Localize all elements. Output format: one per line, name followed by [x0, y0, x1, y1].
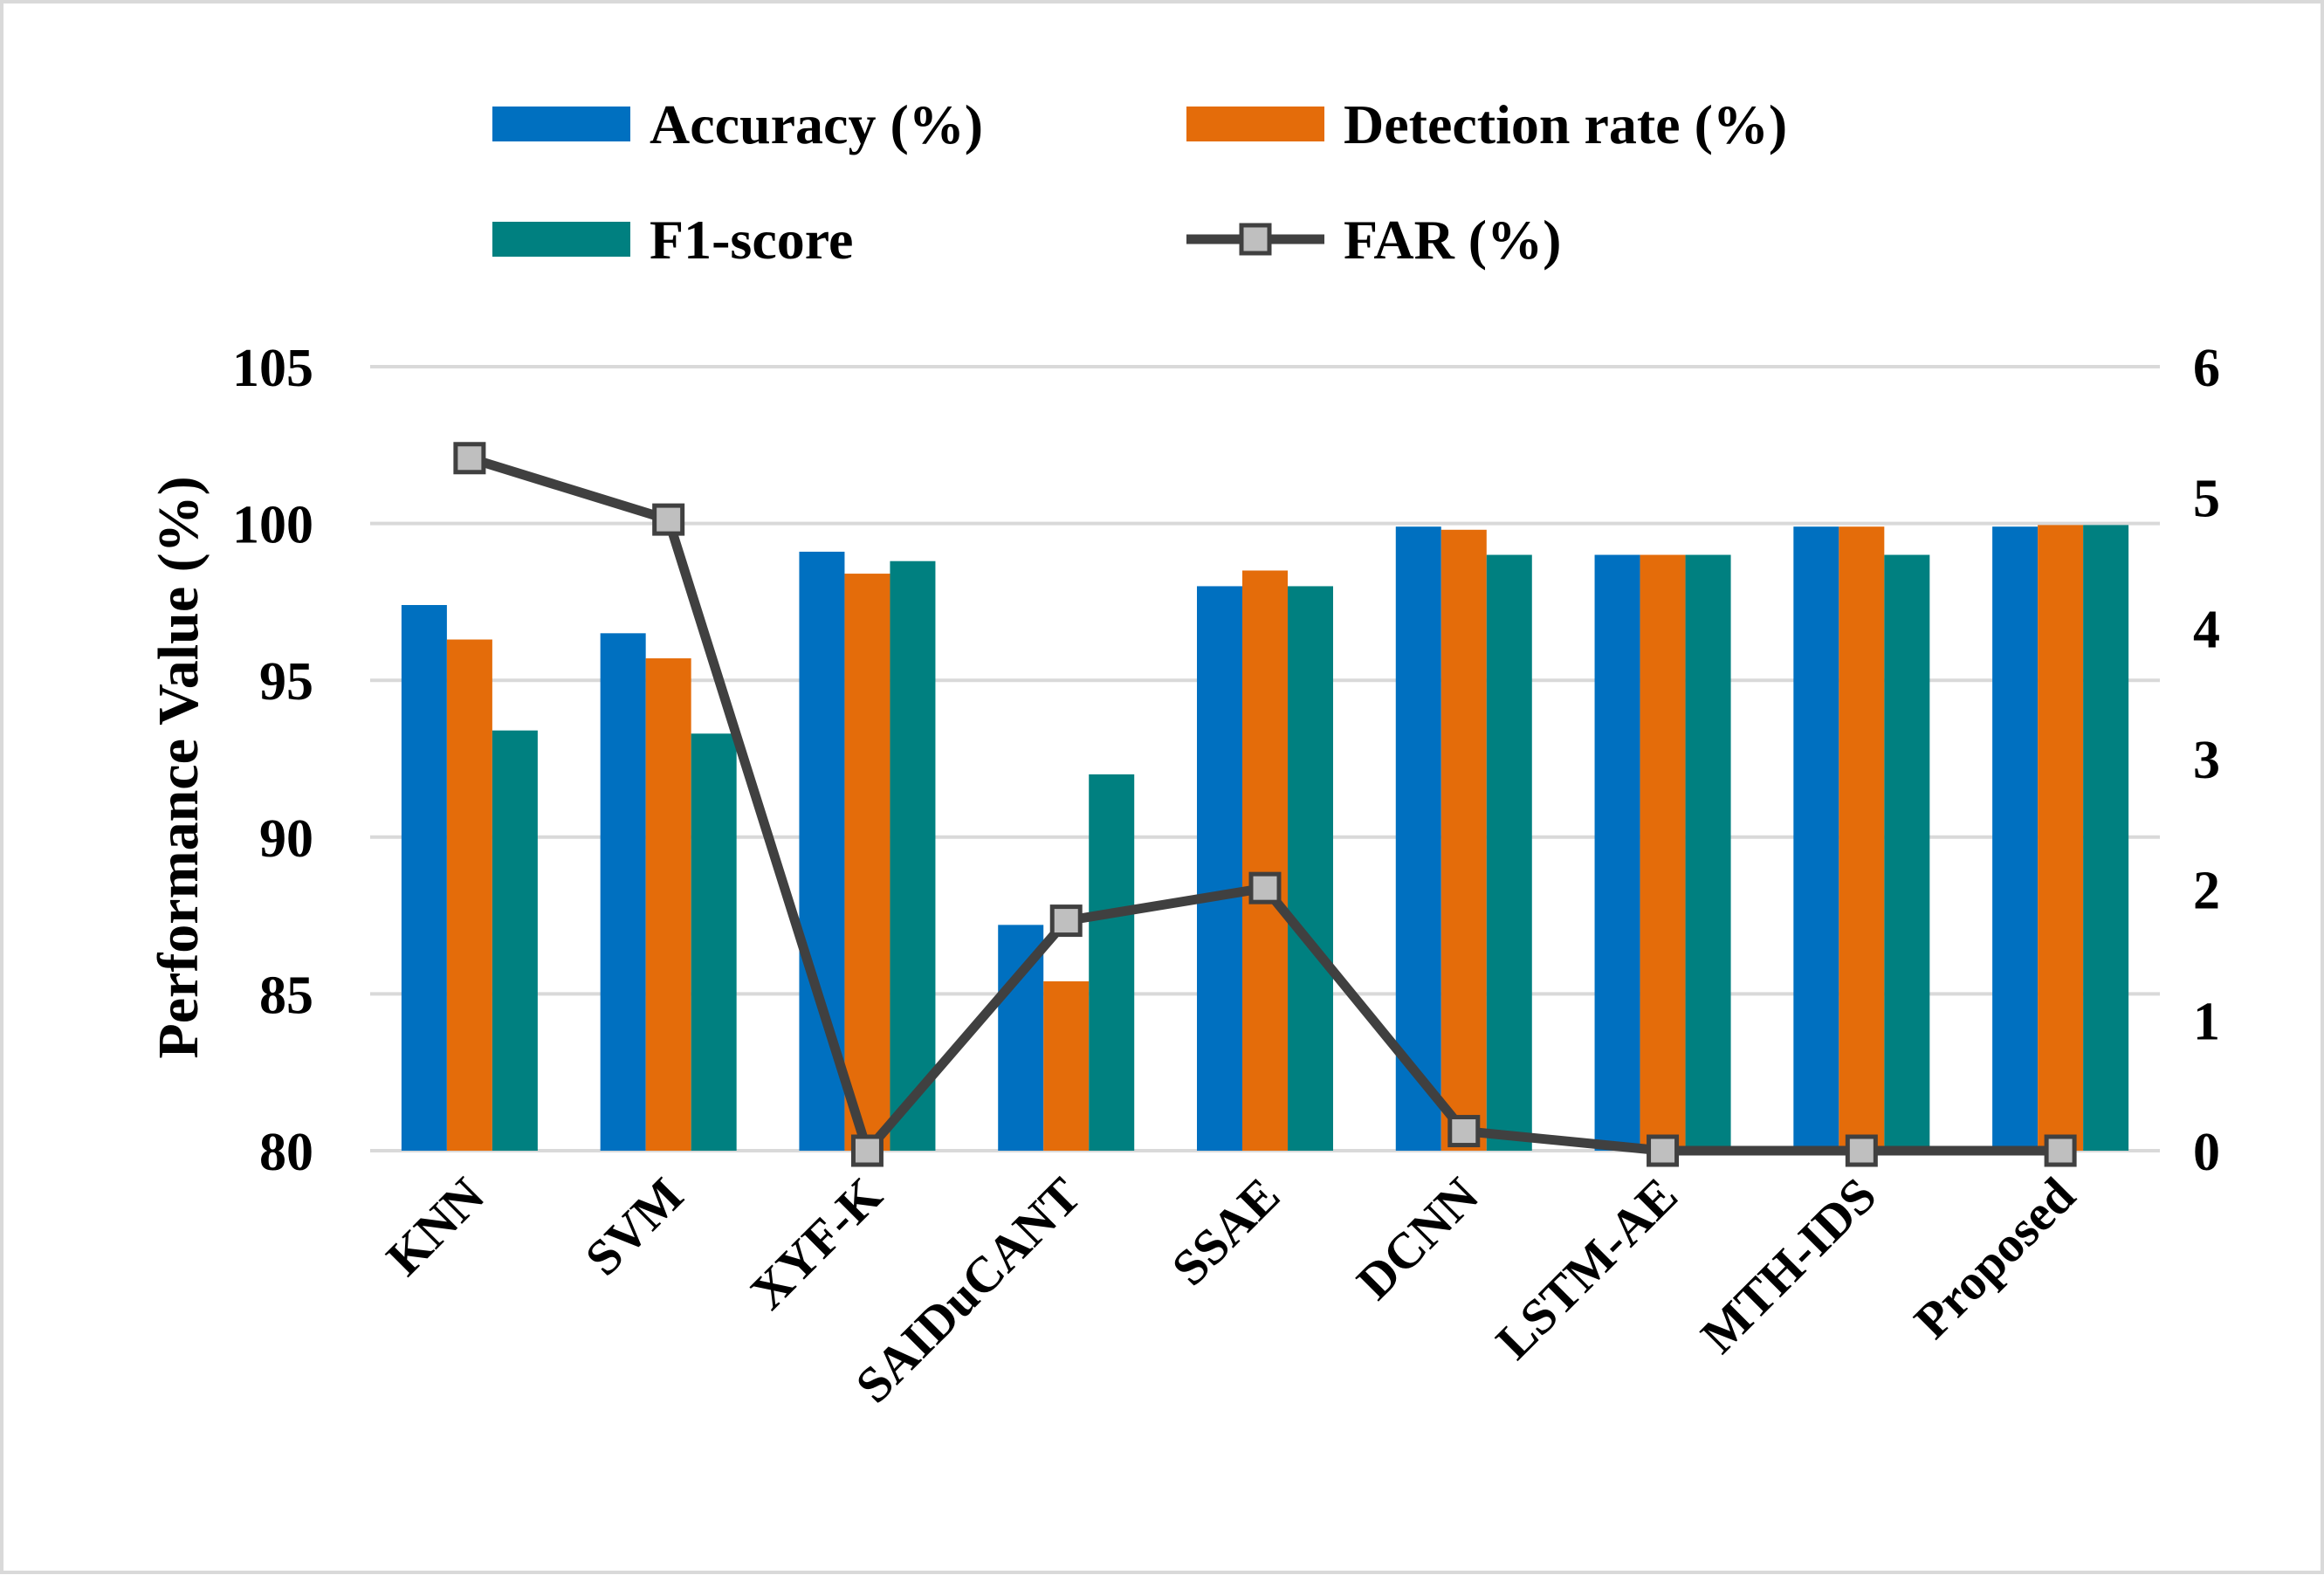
category-label: XYF-K	[739, 1166, 893, 1320]
legend-detection-rate-swatch	[1186, 107, 1324, 141]
bar-detection-rate	[1839, 526, 1885, 1151]
legend-f1-score-swatch	[492, 222, 630, 257]
bar-accuracy	[600, 633, 646, 1151]
left-tick-label: 100	[232, 496, 313, 555]
bar-detection-rate	[2038, 525, 2084, 1151]
legend-detection-rate-label: Detection rate (%)	[1344, 93, 1787, 155]
category-label: DCNN	[1346, 1166, 1490, 1310]
legend: Accuracy (%) Detection rate (%) F1-score FA…	[492, 93, 1787, 271]
bar-f1-score	[1884, 554, 1930, 1151]
bar-accuracy	[401, 604, 447, 1151]
far-marker	[1647, 1134, 1680, 1167]
bars	[401, 525, 2129, 1151]
category-label: LSTM-AE	[1485, 1166, 1688, 1370]
bar-f1-score	[890, 561, 936, 1151]
far-marker	[850, 1134, 884, 1167]
left-tick-label: 85	[259, 966, 313, 1025]
far-marker	[2044, 1134, 2077, 1167]
far-marker	[1248, 871, 1282, 904]
bar-detection-rate	[1640, 554, 1686, 1151]
far-marker	[1049, 904, 1083, 938]
right-tick-label: 5	[2193, 470, 2220, 529]
category-label: SVM	[574, 1166, 694, 1286]
category-label: Proposed	[1903, 1166, 2086, 1349]
legend-far-label: FAR (%)	[1344, 209, 1561, 271]
far-markers	[453, 442, 2077, 1167]
legend-accuracy-swatch	[492, 107, 630, 141]
category-label: KNN	[375, 1166, 495, 1286]
left-tick-label: 90	[259, 809, 313, 869]
bar-accuracy	[1395, 526, 1441, 1151]
bar-detection-rate	[446, 639, 492, 1151]
bar-f1-score	[492, 730, 538, 1151]
bar-accuracy	[1197, 586, 1242, 1151]
legend-f1-score-label: F1-score	[650, 209, 853, 271]
right-tick-label: 0	[2193, 1123, 2220, 1182]
legend-accuracy-label: Accuracy (%)	[650, 93, 983, 155]
legend-far-swatch-marker	[1239, 223, 1272, 256]
bar-detection-rate	[1440, 529, 1487, 1151]
right-tick-label: 6	[2193, 339, 2220, 398]
bar-accuracy	[1594, 554, 1640, 1151]
bar-detection-rate	[645, 658, 691, 1151]
right-tick-label: 3	[2193, 731, 2220, 790]
far-marker	[453, 442, 486, 475]
bar-detection-rate	[1043, 981, 1090, 1151]
left-tick-label: 80	[259, 1123, 313, 1182]
right-tick-label: 4	[2193, 600, 2220, 659]
right-tick-label: 2	[2193, 862, 2220, 921]
far-marker	[1845, 1134, 1878, 1167]
y-axis-title: Performance Value (%)	[147, 476, 210, 1058]
far-marker	[652, 503, 685, 536]
bar-f1-score	[1685, 554, 1731, 1151]
performance-chart: 80 85 90 95 100 105 0 1 2 3 4 5 6 Performance Value (…	[147, 93, 2220, 1413]
bar-f1-score	[1089, 774, 1135, 1151]
bar-f1-score	[1288, 586, 1333, 1151]
bar-f1-score	[1486, 554, 1532, 1151]
right-tick-label: 1	[2193, 992, 2220, 1051]
left-tick-label: 105	[232, 339, 313, 398]
bar-detection-rate	[1242, 570, 1288, 1151]
bar-accuracy	[1992, 526, 2039, 1151]
far-marker	[1447, 1115, 1481, 1148]
bar-f1-score	[691, 733, 737, 1151]
category-label: SSAE	[1161, 1166, 1291, 1296]
bar-f1-score	[2083, 525, 2129, 1151]
bar-accuracy	[1793, 526, 1839, 1151]
bar-detection-rate	[844, 574, 890, 1151]
left-tick-label: 95	[259, 652, 313, 712]
category-label: MTH-IDS	[1690, 1166, 1887, 1364]
